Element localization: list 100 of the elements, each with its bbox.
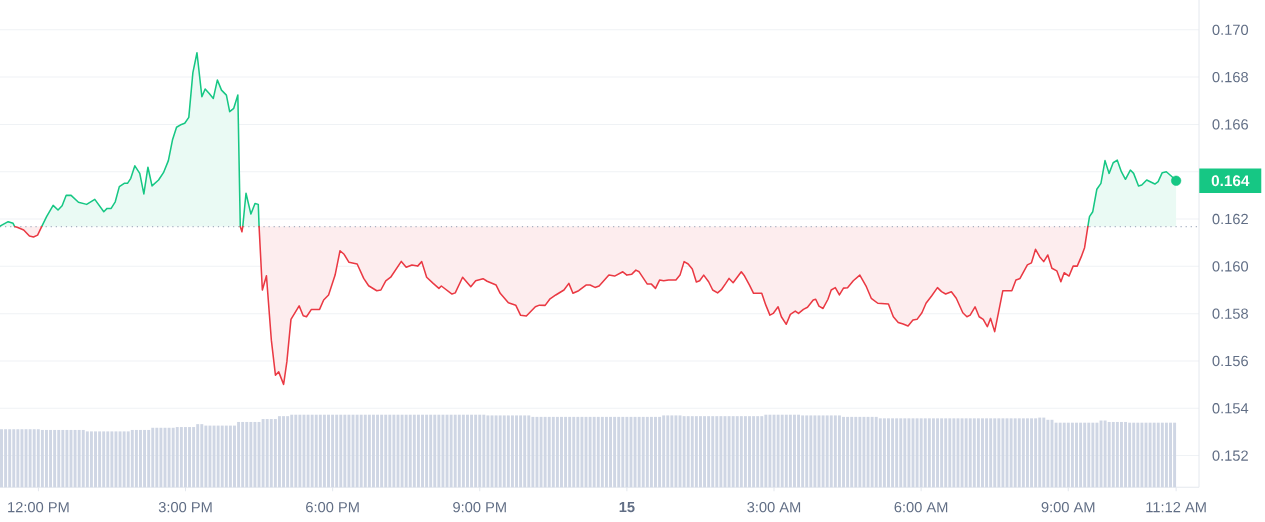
bar [756,416,760,488]
bar [515,415,518,488]
bar [662,415,666,488]
bar [335,414,339,488]
bar [53,429,57,488]
bar [45,429,48,488]
y-tick-label: 0.166 [1212,119,1248,130]
bar [682,416,686,488]
bar [645,416,649,488]
bar [866,416,870,488]
bar [797,414,801,488]
bar [269,419,273,488]
x-tick-label: 3:00 PM [158,501,212,513]
bar [486,415,490,488]
bar [846,416,850,488]
bar [903,418,907,488]
bar [968,418,972,488]
bar [122,431,126,488]
bar [204,425,208,488]
bar [535,416,539,488]
bar [1083,422,1087,488]
bar [1156,422,1160,488]
bar [175,427,179,488]
bar [580,416,584,488]
bar [343,414,347,488]
bar [441,414,445,488]
bar [997,418,1001,488]
bar [331,414,335,488]
bar [147,429,151,488]
bar [241,421,245,488]
bar [404,414,408,488]
bar [433,414,437,488]
x-tick-label: 6:00 AM [894,501,948,513]
bar [1054,422,1058,488]
bar [1087,422,1091,488]
bar [1152,422,1156,488]
bar [1095,422,1099,488]
bar [425,414,429,488]
bar [416,414,420,488]
bar [384,414,388,488]
bar [633,416,637,488]
bar [976,418,980,488]
bar [28,429,32,488]
bar [1160,422,1164,488]
bar [1066,422,1070,488]
bar [167,427,171,488]
bar [196,424,200,488]
bar [854,416,858,488]
bar [94,431,97,488]
bar [686,416,690,488]
bar [233,425,236,488]
bar [604,416,608,488]
bar [1128,422,1132,488]
x-tick-label: 9:00 AM [1041,501,1095,513]
bar [805,415,809,488]
bar [948,418,952,488]
bar [788,414,792,488]
bar [600,416,604,488]
bar [216,425,220,488]
bar [547,416,551,488]
x-tick-label: 11:12 AM [1146,501,1206,513]
bar [694,416,698,488]
bar [617,416,621,488]
bar [437,414,441,488]
bar [4,429,8,488]
bar [1111,421,1115,488]
bar [576,416,580,488]
bar [376,414,380,488]
bar [1075,422,1078,488]
bar [253,421,257,488]
bar [1025,418,1029,488]
bar [707,416,711,488]
bar [355,414,359,488]
bar [85,431,89,488]
bar [286,416,290,488]
bar [1017,418,1021,488]
bar [989,418,993,488]
bar [36,429,40,488]
bar [155,427,159,488]
bar [670,415,674,488]
bar [171,427,175,488]
bar [572,416,576,488]
bar [666,415,670,488]
bar [363,414,367,488]
bar [842,416,845,488]
bar [1034,418,1038,488]
bar [290,414,294,488]
bar [711,416,715,488]
bar [891,418,895,488]
bar [539,416,543,488]
bar [1173,422,1177,488]
bar [392,414,396,488]
bar [768,414,772,488]
bar [106,431,110,488]
bar [764,414,768,488]
bar [73,429,77,488]
x-tick-label: 6:00 PM [306,501,359,513]
bar [20,429,24,488]
bar [596,416,600,488]
bar [380,414,384,488]
